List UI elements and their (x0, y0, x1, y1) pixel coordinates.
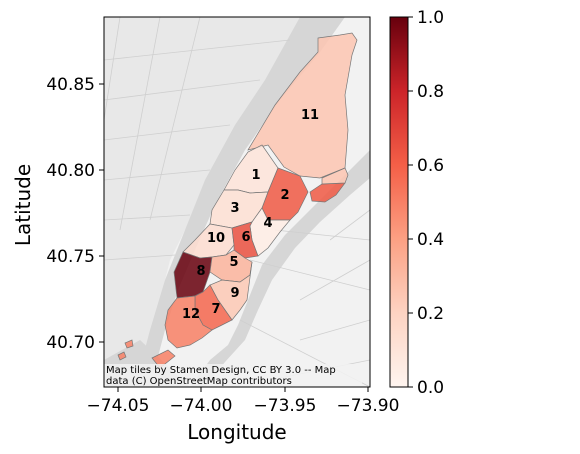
hudson-river (135, 17, 345, 387)
region-label-5: 5 (229, 255, 238, 270)
colorbar-tick-label: 1.0 (417, 8, 444, 28)
region-12-polygon[interactable] (164, 295, 213, 349)
colorbar-tick-label: 0.0 (417, 378, 444, 398)
colorbar-gradient (389, 16, 409, 388)
region-6-polygon[interactable] (231, 221, 259, 259)
region-11-polygon[interactable] (247, 32, 358, 179)
x-tick-label: −73.95 (254, 396, 317, 416)
region-label-10: 10 (207, 231, 225, 246)
attribution-line-1: Map tiles by Stamen Design, CC BY 3.0 --… (106, 365, 336, 376)
x-axis-label: Longitude (187, 420, 286, 444)
x-axis (117, 387, 369, 392)
x-tick-label: −73.90 (337, 396, 400, 416)
colorbar-tick-label: 0.2 (417, 304, 444, 324)
street-grid (104, 17, 370, 387)
y-tick-label: 40.75 (46, 247, 95, 267)
attribution-line-2: data (C) OpenStreetMap contributors (106, 376, 292, 387)
map-frame (103, 16, 371, 388)
region-label-2: 2 (280, 188, 289, 203)
colorbar-tick-label: 0.4 (417, 230, 444, 250)
region-label-6: 6 (241, 230, 250, 245)
region-label-1: 1 (251, 168, 260, 183)
region-label-12: 12 (182, 307, 200, 322)
y-tick-label: 40.80 (46, 161, 95, 181)
new-jersey-land (104, 17, 330, 387)
region-label-7: 7 (211, 302, 220, 317)
region-label-3: 3 (230, 201, 239, 216)
east-river (190, 150, 370, 387)
y-tick-label: 40.85 (46, 75, 95, 95)
region-label-4: 4 (263, 216, 272, 231)
x-tick-label: −74.05 (87, 396, 150, 416)
region-label-11: 11 (301, 108, 319, 123)
y-axis-label: Latitude (11, 164, 35, 246)
region-11-east-polygon[interactable] (321, 167, 349, 185)
y-axis (99, 83, 104, 343)
region-labels: 1 2 3 4 5 6 7 8 9 10 11 12 (182, 108, 319, 322)
map-panel[interactable]: 1 2 3 4 5 6 7 8 9 10 11 12 Map tiles by … (104, 17, 370, 387)
y-tick-label: 40.70 (46, 333, 95, 353)
region-12-island-polygon[interactable] (117, 351, 127, 361)
colorbar-tick-label: 0.6 (417, 156, 444, 176)
attribution-box (104, 364, 362, 387)
colorbar-tick-label: 0.8 (417, 82, 444, 102)
region-label-9: 9 (230, 286, 239, 301)
region-label-8: 8 (196, 264, 205, 279)
x-tick-label: −74.00 (170, 396, 233, 416)
colorbar: 1.0 0.8 0.6 0.4 0.2 0.0 (389, 8, 444, 398)
region-12-island2-polygon[interactable] (124, 339, 134, 349)
region-polygons (117, 32, 358, 369)
